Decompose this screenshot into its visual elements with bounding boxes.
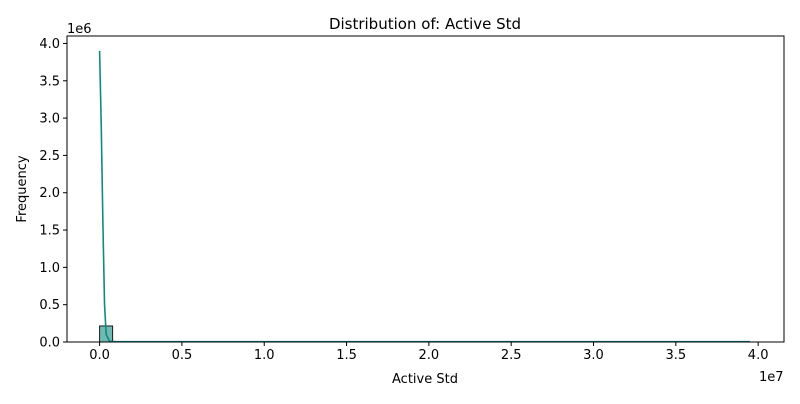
y-tick-label: 3.5	[39, 74, 60, 89]
y-tick-label: 3.0	[39, 112, 60, 127]
x-tick-label: 4.0	[748, 348, 769, 363]
y-tick-label: 0.0	[39, 336, 60, 351]
y-tick-label: 2.0	[39, 186, 60, 201]
x-tick-label: 1.0	[254, 348, 275, 363]
x-tick-label: 3.0	[583, 348, 604, 363]
plot-area: 0.0 0.5 1.0 1.5 2.0 2.5 3.0 3.5 4.0 0.0 0.5 1.0 1.5 2…	[39, 35, 785, 363]
x-tick-label: 1.5	[336, 348, 357, 363]
x-axis-label: Active Std	[392, 372, 458, 387]
y-tick-label: 1.5	[39, 224, 60, 239]
y-tick-label: 4.0	[39, 37, 60, 52]
x-axis-multiplier: 1e7	[759, 370, 784, 385]
y-axis-multiplier: 1e6	[67, 22, 92, 37]
kde-line	[98, 50, 750, 343]
y-tick-label: 1.0	[39, 261, 60, 276]
x-tick-label: 3.5	[665, 348, 686, 363]
x-tick-label: 0.0	[89, 348, 110, 363]
plot-frame	[66, 35, 785, 343]
y-tick-label: 0.5	[39, 298, 60, 313]
y-axis-label: Frequency	[15, 155, 30, 222]
chart-title: Distribution of: Active Std	[329, 15, 521, 33]
x-tick-label: 2.5	[501, 348, 522, 363]
x-tick-label: 2.0	[419, 348, 440, 363]
x-tick-label: 0.5	[172, 348, 193, 363]
y-tick-label: 2.5	[39, 149, 60, 164]
